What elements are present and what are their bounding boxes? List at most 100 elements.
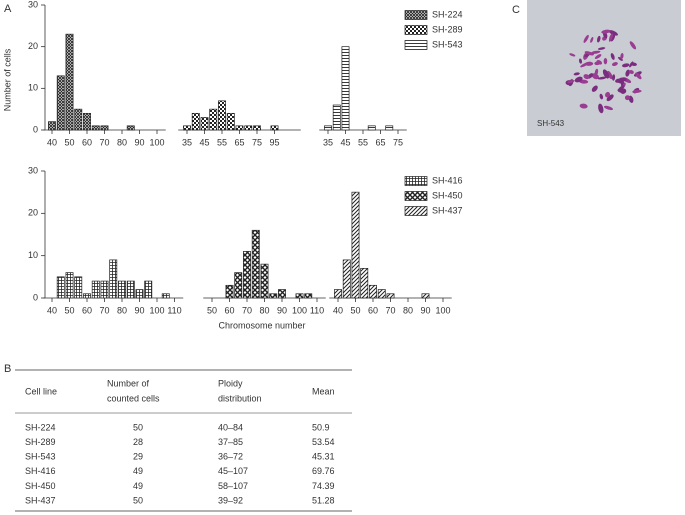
chromosome: [635, 72, 642, 80]
x-tick-label: 35: [323, 137, 333, 147]
chromosome: [603, 105, 614, 111]
bar: [226, 112, 235, 131]
chromosome: [584, 51, 594, 56]
table-cell: SH-450: [25, 481, 56, 491]
x-tick-label: 80: [117, 137, 127, 147]
bar: [83, 293, 91, 299]
x-tick-label: 45: [340, 137, 350, 147]
chromosome: [602, 69, 610, 79]
y-tick-label: 20: [28, 41, 38, 51]
legend-swatch: [404, 191, 428, 201]
chromosome: [608, 30, 619, 36]
chromosome: [601, 29, 611, 34]
table-cell: 74.39: [312, 481, 335, 491]
chromosome: [597, 47, 606, 50]
table-cell: 50.9: [312, 422, 330, 432]
chromosome: [569, 53, 576, 57]
bar: [324, 125, 332, 131]
x-tick-label: 40: [47, 305, 57, 315]
chromosome: [583, 34, 589, 43]
x-tick-label: 70: [242, 305, 252, 315]
bar: [332, 104, 341, 131]
x-tick-label: 95: [269, 137, 279, 147]
bar: [100, 125, 109, 131]
x-tick-label: 100: [435, 305, 450, 315]
x-axis-label: Chromosome number: [218, 320, 305, 330]
bar: [295, 293, 304, 299]
x-tick-label: 60: [82, 305, 92, 315]
legend-label: SH-450: [432, 190, 463, 200]
micrograph-background: [527, 0, 681, 136]
chromosome: [611, 62, 618, 67]
bar: [91, 125, 100, 131]
bar: [234, 272, 243, 299]
bar: [135, 289, 144, 299]
x-tick-label: 70: [385, 305, 395, 315]
x-tick-label: 80: [117, 305, 127, 315]
bar: [74, 276, 83, 299]
bar: [83, 112, 91, 131]
chromosome: [584, 61, 594, 66]
legend-swatch: [404, 40, 428, 50]
table-cell: 28: [133, 437, 143, 447]
x-tick-label: 50: [64, 137, 74, 147]
bar: [225, 284, 234, 299]
bar: [118, 280, 126, 299]
chromosome: [622, 63, 630, 68]
bar: [342, 259, 351, 299]
bar: [74, 108, 83, 131]
bar: [341, 46, 350, 131]
table-cell: 45.31: [312, 452, 335, 462]
bar: [126, 125, 135, 131]
bar: [244, 125, 253, 131]
chromosome: [573, 72, 580, 76]
table-cell: 50: [133, 495, 143, 505]
table-cell: 53.54: [312, 437, 335, 447]
legend-label: SH-437: [432, 205, 463, 215]
chromosome: [612, 74, 616, 81]
chromosome: [591, 73, 600, 80]
y-axis-label: Number of cells: [2, 48, 12, 111]
x-tick-label: 55: [358, 137, 368, 147]
bar: [100, 280, 109, 299]
panel-label: A: [4, 3, 12, 15]
table-cell: 45–107: [218, 466, 248, 476]
chromosome: [608, 33, 613, 42]
chromosome: [619, 77, 627, 82]
x-tick-label: 60: [82, 137, 92, 147]
x-tick-label: 100: [149, 305, 164, 315]
chromosome: [610, 53, 615, 60]
panel-label: C: [512, 4, 520, 16]
chromosome: [597, 35, 601, 43]
x-tick-label: 80: [259, 305, 269, 315]
x-tick-label: 60: [368, 305, 378, 315]
x-tick-label: 80: [403, 305, 413, 315]
y-tick-label: 20: [28, 208, 38, 218]
legend-swatch: [404, 25, 428, 35]
x-tick-label: 100: [149, 137, 164, 147]
chromosome: [583, 74, 590, 80]
bar: [253, 125, 261, 131]
table-cell: SH-543: [25, 452, 56, 462]
table-cell: 58–107: [218, 481, 248, 491]
x-tick-label: 90: [134, 137, 144, 147]
bar: [360, 268, 369, 299]
table-cell: 29: [133, 452, 143, 462]
y-tick-label: 30: [28, 0, 38, 9]
bar: [65, 272, 74, 299]
table-header: distribution: [218, 393, 262, 403]
x-tick-label: 50: [207, 305, 217, 315]
bar: [377, 289, 386, 299]
bar: [278, 289, 286, 299]
bar: [56, 276, 65, 299]
y-tick-label: 0: [33, 124, 38, 134]
bar: [235, 125, 244, 131]
x-tick-label: 70: [99, 137, 109, 147]
chromosome: [624, 95, 631, 101]
table-header: Mean: [312, 386, 335, 396]
x-tick-label: 100: [292, 305, 307, 315]
x-tick-label: 90: [420, 305, 430, 315]
x-tick-label: 110: [310, 305, 324, 315]
x-tick-label: 65: [375, 137, 385, 147]
bar: [161, 293, 170, 299]
